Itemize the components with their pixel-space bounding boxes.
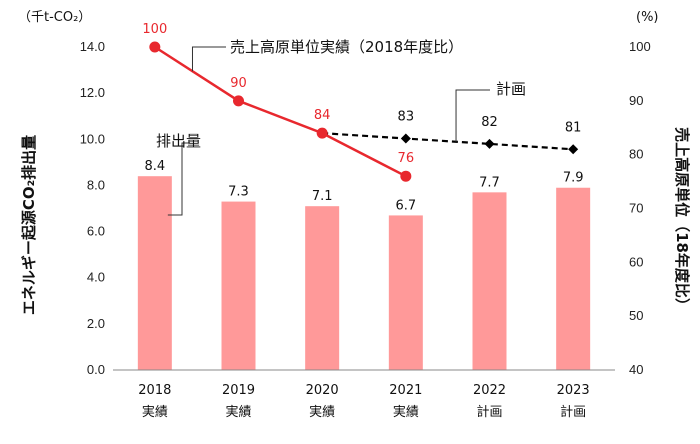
actual-point — [400, 170, 412, 182]
bar-series — [137, 176, 591, 370]
actual-callout-leader — [191, 46, 226, 72]
actual-line-series — [149, 41, 412, 182]
actual-value-label: 100 — [142, 22, 167, 37]
actual-point — [316, 127, 328, 139]
plan-value-label: 83 — [398, 110, 415, 125]
actual-line — [154, 45, 407, 178]
left-axis-unit: （千t-CO₂） — [18, 10, 91, 25]
bar-value-label: 8.4 — [144, 159, 165, 174]
category-year-label: 2021 — [389, 383, 422, 398]
bar-value-label: 7.9 — [563, 171, 584, 186]
right-tick-label: 40 — [629, 362, 643, 377]
category-kind-label: 実績 — [393, 404, 419, 420]
bar-value-label: 7.7 — [479, 175, 500, 190]
left-tick-label: 6.0 — [87, 224, 105, 239]
bar — [137, 176, 172, 370]
bar-callout-label: 排出量 — [156, 132, 201, 150]
right-tick-label: 90 — [629, 93, 643, 108]
right-axis-title: 売上高原単位（18年度比） — [673, 127, 691, 313]
left-tick-label: 0.0 — [87, 362, 105, 377]
right-tick-label: 60 — [629, 254, 643, 269]
category-kind-label: 実績 — [309, 404, 335, 420]
plan-value-label: 82 — [481, 115, 498, 130]
bar — [305, 206, 340, 370]
plan-value-label: 81 — [565, 120, 582, 135]
axes: 0.0 2.0 4.0 6.0 8.0 10.0 12.0 14.0 40 50 60 70 80 90 1… — [80, 39, 651, 420]
right-tick-label: 50 — [629, 308, 643, 323]
left-tick-label: 14.0 — [80, 39, 105, 54]
left-tick-label: 2.0 — [87, 316, 105, 331]
actual-value-label: 90 — [230, 76, 247, 91]
bar — [472, 192, 507, 370]
category-kind-label: 計画 — [560, 404, 586, 420]
right-axis-unit: (%) — [636, 10, 659, 25]
plan-point — [484, 138, 495, 149]
category-kind-label: 計画 — [476, 404, 502, 420]
plan-callout-label: 計画 — [496, 80, 526, 98]
actual-value-label: 76 — [398, 151, 415, 166]
left-tick-label: 10.0 — [80, 131, 105, 146]
category-kind-label: 実績 — [225, 404, 251, 420]
actual-point — [149, 41, 161, 53]
category-year-label: 2018 — [138, 383, 171, 398]
actual-value-label: 84 — [314, 108, 331, 123]
left-tick-label: 12.0 — [80, 85, 105, 100]
left-tick-label: 4.0 — [87, 270, 105, 285]
bar — [556, 187, 591, 370]
left-axis-title: エネルギー起源CO₂排出量 — [20, 135, 38, 315]
bar — [221, 201, 256, 370]
category-year-label: 2020 — [306, 383, 339, 398]
category-year-label: 2022 — [473, 383, 506, 398]
bar-value-label: 7.3 — [228, 185, 249, 200]
data-labels: 8.4 7.3 7.1 6.7 7.7 7.9 83 82 81 100 90 84 76 — [142, 22, 583, 213]
right-tick-label: 70 — [629, 201, 643, 216]
category-year-label: 2019 — [222, 383, 255, 398]
category-kind-label: 実績 — [142, 404, 168, 420]
right-tick-label: 100 — [629, 39, 651, 54]
plan-callout-leader — [455, 89, 490, 142]
plan-line-series — [322, 132, 579, 155]
category-year-label: 2023 — [557, 383, 590, 398]
plan-point — [400, 133, 411, 144]
bar-value-label: 6.7 — [395, 198, 416, 213]
plan-point — [568, 144, 579, 155]
left-tick-label: 8.0 — [87, 177, 105, 192]
bar-callout-leader — [167, 142, 190, 216]
right-tick-label: 80 — [629, 147, 643, 162]
plan-line — [322, 132, 574, 151]
bar-value-label: 7.1 — [312, 189, 333, 204]
bar — [388, 215, 423, 370]
actual-callout-label: 売上高原単位実績（2018年度比） — [230, 38, 463, 56]
actual-point — [233, 95, 244, 107]
